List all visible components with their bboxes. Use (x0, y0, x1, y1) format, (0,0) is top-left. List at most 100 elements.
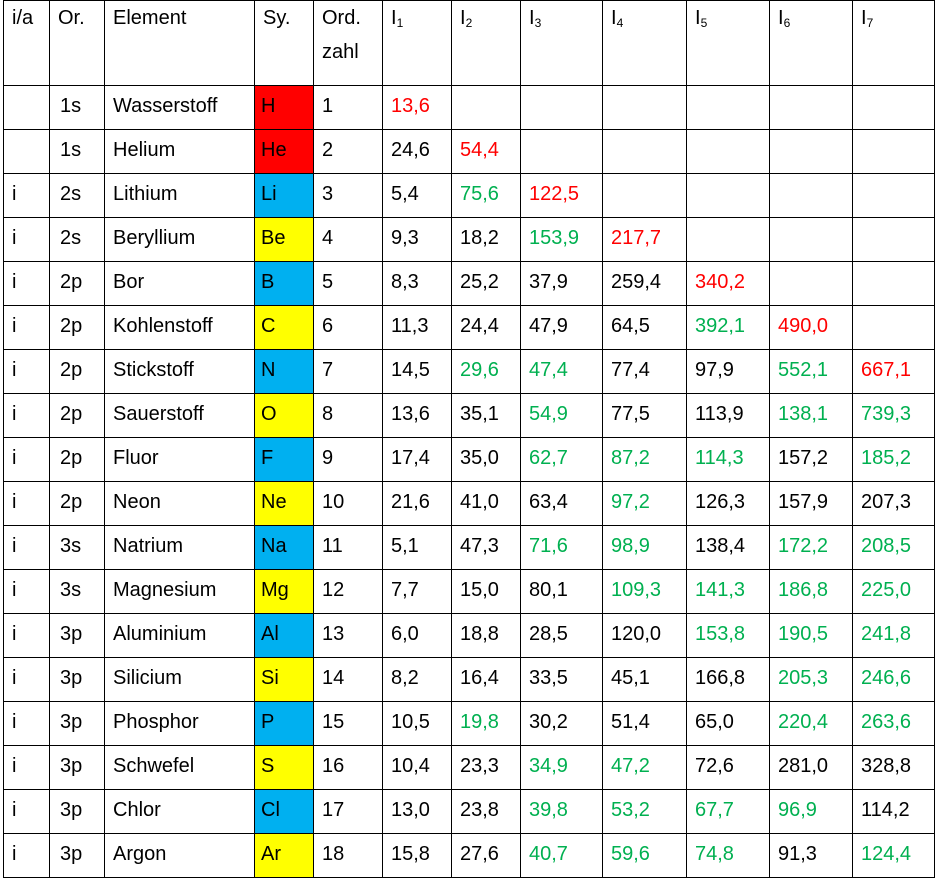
cell-symbol: Al (254, 613, 314, 658)
header-i1-label: I (391, 7, 397, 29)
cell-ia: i (3, 613, 50, 658)
cell-atomic-number: 3 (313, 173, 383, 218)
cell-orbital: 3p (49, 657, 105, 702)
cell-ia: i (3, 217, 50, 262)
header-atomic-number-line1: Ord. (322, 7, 361, 29)
cell-i6: 157,2 (769, 437, 853, 482)
cell-atomic-number: 13 (313, 613, 383, 658)
cell-orbital: 3p (49, 745, 105, 790)
cell-i7: 246,6 (852, 657, 935, 702)
table-row: 1s Wasserstoff H 1 13,6 (3, 85, 935, 130)
cell-i3: 30,2 (520, 701, 603, 746)
cell-i2: 18,2 (451, 217, 521, 262)
cell-i1: 13,6 (382, 85, 452, 130)
cell-ia: i (3, 657, 50, 702)
cell-i1: 17,4 (382, 437, 452, 482)
cell-element-name: Helium (104, 129, 255, 174)
cell-i7: 185,2 (852, 437, 935, 482)
cell-i5: 153,8 (686, 613, 770, 658)
cell-orbital: 3p (49, 789, 105, 834)
cell-ia: i (3, 173, 50, 218)
cell-i3: 54,9 (520, 393, 603, 438)
cell-element-name: Chlor (104, 789, 255, 834)
cell-i5: 392,1 (686, 305, 770, 350)
cell-i7: 208,5 (852, 525, 935, 570)
cell-i7: 667,1 (852, 349, 935, 394)
header-i1-sub: 1 (396, 16, 404, 30)
cell-i5: 166,8 (686, 657, 770, 702)
cell-atomic-number: 2 (313, 129, 383, 174)
cell-i5: 74,8 (686, 833, 770, 878)
ionization-energy-table: i/a Or. Element Sy. Ord. zahl I1 I2 I3 I… (3, 0, 935, 878)
cell-ia: i (3, 745, 50, 790)
cell-symbol: Li (254, 173, 314, 218)
cell-i2: 27,6 (451, 833, 521, 878)
header-i7-sub: 7 (866, 16, 874, 30)
cell-i4: 109,3 (602, 569, 687, 614)
cell-i6: 186,8 (769, 569, 853, 614)
cell-ia: i (3, 481, 50, 526)
cell-element-name: Silicium (104, 657, 255, 702)
cell-i5: 65,0 (686, 701, 770, 746)
cell-i4: 77,5 (602, 393, 687, 438)
cell-atomic-number: 9 (313, 437, 383, 482)
header-ia: i/a (3, 0, 50, 86)
cell-orbital: 2p (49, 305, 105, 350)
cell-i4: 45,1 (602, 657, 687, 702)
cell-i2: 25,2 (451, 261, 521, 306)
cell-i7 (852, 217, 935, 262)
cell-orbital: 2p (49, 437, 105, 482)
cell-i3: 34,9 (520, 745, 603, 790)
cell-i7: 124,4 (852, 833, 935, 878)
cell-ia (3, 85, 50, 130)
cell-ia: i (3, 833, 50, 878)
table-row: i 3p Aluminium Al 13 6,0 18,8 28,5 120,0 153,8 190… (3, 613, 935, 658)
cell-i2: 41,0 (451, 481, 521, 526)
cell-ia: i (3, 393, 50, 438)
cell-symbol: Si (254, 657, 314, 702)
cell-orbital: 2p (49, 481, 105, 526)
table-row: i 2p Neon Ne 10 21,6 41,0 63,4 97,2 126,3 157,9 207… (3, 481, 935, 526)
cell-i5: 138,4 (686, 525, 770, 570)
cell-i6 (769, 85, 853, 130)
cell-i5 (686, 173, 770, 218)
cell-ia: i (3, 789, 50, 834)
cell-i1: 5,4 (382, 173, 452, 218)
header-i4-sub: 4 (616, 16, 624, 30)
cell-element-name: Beryllium (104, 217, 255, 262)
cell-orbital: 2p (49, 393, 105, 438)
cell-i2: 23,8 (451, 789, 521, 834)
cell-element-name: Lithium (104, 173, 255, 218)
cell-element-name: Neon (104, 481, 255, 526)
header-row: i/a Or. Element Sy. Ord. zahl I1 I2 I3 I… (3, 0, 935, 86)
table-row: i 3s Natrium Na 11 5,1 47,3 71,6 98,9 138,4 172,2 2… (3, 525, 935, 570)
cell-symbol: P (254, 701, 314, 746)
cell-i5: 114,3 (686, 437, 770, 482)
table-row: i 2p Fluor F 9 17,4 35,0 62,7 87,2 114,3 157,2 185,… (3, 437, 935, 482)
cell-i3: 37,9 (520, 261, 603, 306)
cell-i6: 552,1 (769, 349, 853, 394)
cell-i6: 490,0 (769, 305, 853, 350)
cell-i3: 71,6 (520, 525, 603, 570)
cell-atomic-number: 16 (313, 745, 383, 790)
cell-symbol: S (254, 745, 314, 790)
cell-i3: 28,5 (520, 613, 603, 658)
cell-i1: 9,3 (382, 217, 452, 262)
cell-i6 (769, 217, 853, 262)
cell-i7: 225,0 (852, 569, 935, 614)
cell-i6: 157,9 (769, 481, 853, 526)
cell-i4 (602, 85, 687, 130)
header-atomic-number-line2: zahl (322, 41, 359, 63)
cell-symbol: C (254, 305, 314, 350)
cell-atomic-number: 4 (313, 217, 383, 262)
header-i3-sub: 3 (534, 16, 542, 30)
cell-i1: 21,6 (382, 481, 452, 526)
cell-atomic-number: 8 (313, 393, 383, 438)
header-i7: I7 (852, 0, 935, 86)
cell-i4: 77,4 (602, 349, 687, 394)
cell-ia: i (3, 437, 50, 482)
cell-i3: 80,1 (520, 569, 603, 614)
cell-i4 (602, 173, 687, 218)
cell-i2: 47,3 (451, 525, 521, 570)
cell-element-name: Sauerstoff (104, 393, 255, 438)
